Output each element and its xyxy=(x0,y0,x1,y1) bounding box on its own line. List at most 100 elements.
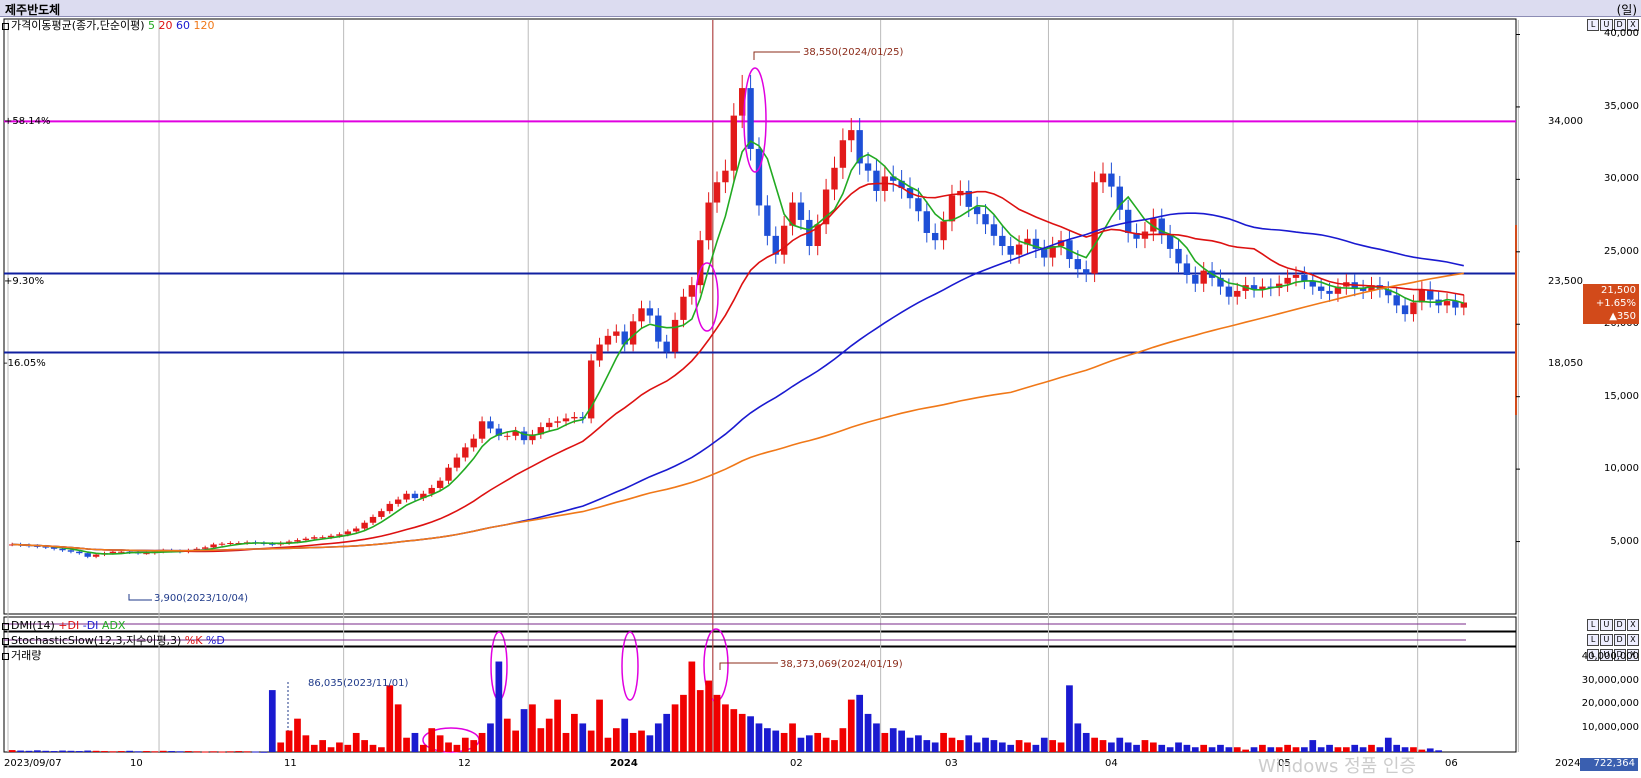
candle-body xyxy=(898,180,905,189)
panel-toggle-icon[interactable] xyxy=(2,622,9,630)
volume-bar xyxy=(713,694,721,752)
candle-body xyxy=(269,543,276,545)
candle-body xyxy=(671,319,679,352)
volume-bar xyxy=(327,747,335,752)
panel-button[interactable]: D xyxy=(1613,634,1626,646)
candle-body xyxy=(361,522,368,529)
volume-bar xyxy=(1267,747,1275,752)
candle-body xyxy=(218,543,226,545)
panel-close-button[interactable]: X xyxy=(1626,634,1639,646)
volume-bar xyxy=(982,737,989,752)
volume-bar xyxy=(495,661,503,752)
volume-bar xyxy=(621,718,629,752)
panel-button[interactable]: L xyxy=(1587,634,1600,646)
candle-body xyxy=(1301,274,1308,281)
stoch-d: %D xyxy=(205,634,225,647)
candle-body xyxy=(394,499,402,504)
volume-bar xyxy=(319,740,327,752)
volume-bar xyxy=(109,751,117,753)
dmi-panel-header[interactable]: DMI(14) +DI -DI ADX xyxy=(2,619,125,632)
panel-close-button[interactable]: X xyxy=(1626,619,1639,631)
panel-toggle-icon[interactable] xyxy=(2,22,9,30)
volume-bar xyxy=(873,723,880,752)
stoch-panel-header[interactable]: StochasticSlow(12,3,지수이평,3) %K %D xyxy=(2,634,225,647)
volume-bar xyxy=(1435,750,1442,752)
candle-body xyxy=(327,535,335,538)
panel-button[interactable]: D xyxy=(1613,619,1626,631)
volume-bar xyxy=(764,728,771,752)
volume-bar xyxy=(168,751,175,753)
candle-body xyxy=(1200,270,1207,284)
panel-button[interactable]: L xyxy=(1587,649,1600,661)
candle-body xyxy=(1334,286,1342,294)
stock-name: 제주반도체 xyxy=(5,3,61,17)
volume-bar xyxy=(814,732,822,752)
volume-bar xyxy=(67,750,75,752)
volume-bar xyxy=(923,740,931,752)
ma120-label: 120 xyxy=(193,19,215,32)
volume-bar xyxy=(1275,747,1283,752)
volume-panel-header[interactable]: 거래량 xyxy=(2,649,41,662)
panel-button[interactable]: D xyxy=(1613,19,1626,31)
volume-bar xyxy=(696,690,704,752)
panel-close-button[interactable]: X xyxy=(1626,649,1639,661)
candle-body xyxy=(470,438,477,448)
price-range-bar xyxy=(1515,225,1517,415)
candle-body xyxy=(873,170,880,191)
volume-bar xyxy=(663,713,671,752)
price-panel-header[interactable]: 가격이동평균(종가,단순이평) 5 20 60 120 xyxy=(2,19,215,32)
panel-button[interactable]: L xyxy=(1587,19,1600,31)
ma-line-20 xyxy=(12,182,1464,553)
volume-bar xyxy=(990,740,998,752)
candle-body xyxy=(587,360,595,419)
volume-bar xyxy=(461,737,469,752)
candle-body xyxy=(59,548,66,551)
candle-body xyxy=(1057,240,1065,247)
panel-toggle-icon[interactable] xyxy=(2,652,9,660)
candle-body xyxy=(537,427,545,435)
volume-bar xyxy=(948,737,956,752)
candle-body xyxy=(1368,285,1375,291)
candle-body xyxy=(67,550,75,552)
highlight-ellipse xyxy=(695,262,719,332)
level-value-label: 34,000 xyxy=(1548,116,1583,127)
volume-bar xyxy=(1301,747,1308,752)
candle-body xyxy=(638,308,645,322)
candle-body xyxy=(789,202,796,226)
candle-body xyxy=(411,493,419,499)
volume-bar xyxy=(1368,744,1375,752)
level-value-label: 23,500 xyxy=(1548,276,1583,287)
volume-bar xyxy=(797,737,805,752)
volume-bar xyxy=(1393,744,1401,752)
candle-body xyxy=(604,335,612,345)
candle-body xyxy=(311,537,318,539)
price-tick-label: 25,000 xyxy=(1604,245,1639,257)
low-annotation: 3,900(2023/10/04) xyxy=(154,593,249,604)
candle-body xyxy=(529,434,536,441)
volume-bar xyxy=(386,685,394,752)
volume-bar xyxy=(1183,744,1191,752)
volume-bar xyxy=(705,680,712,752)
volume-bar xyxy=(1175,742,1182,752)
panel-button[interactable]: U xyxy=(1600,619,1613,631)
candle-body xyxy=(579,416,586,419)
candle-body xyxy=(1074,259,1082,270)
panel-button[interactable]: U xyxy=(1600,634,1613,646)
panel-toggle-icon[interactable] xyxy=(2,637,9,645)
panel-button[interactable]: D xyxy=(1613,649,1626,661)
candle-body xyxy=(319,537,326,539)
panel-close-button[interactable]: X xyxy=(1626,19,1639,31)
candle-body xyxy=(915,198,922,212)
candle-body xyxy=(990,224,998,236)
panel-button[interactable]: U xyxy=(1600,19,1613,31)
volume-bar xyxy=(1133,744,1140,752)
panel-button[interactable]: L xyxy=(1587,619,1600,631)
panel-button[interactable]: U xyxy=(1600,649,1613,661)
volume-bar xyxy=(478,732,486,752)
volume-bar xyxy=(965,735,973,752)
